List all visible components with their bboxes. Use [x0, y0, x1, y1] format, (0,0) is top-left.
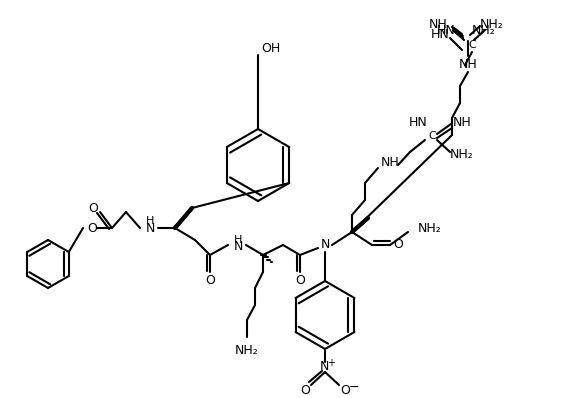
Text: O: O — [87, 222, 97, 234]
Text: HN: HN — [409, 115, 427, 129]
Text: NH₂: NH₂ — [480, 18, 504, 31]
Text: O: O — [205, 273, 215, 287]
Text: O: O — [295, 273, 305, 287]
Text: H: H — [234, 235, 242, 245]
Text: NH: NH — [381, 156, 399, 168]
Text: NH: NH — [453, 117, 471, 129]
Text: NH: NH — [428, 18, 447, 31]
Text: NH: NH — [459, 57, 477, 70]
Text: NH₂: NH₂ — [418, 222, 442, 234]
Text: N: N — [146, 222, 155, 234]
Text: +: + — [327, 358, 335, 368]
Text: NH₂: NH₂ — [472, 23, 496, 37]
Text: C: C — [468, 40, 476, 50]
Text: O: O — [88, 201, 98, 215]
Text: HN: HN — [436, 23, 455, 37]
Text: NH₂: NH₂ — [450, 148, 474, 162]
Text: −: − — [349, 380, 359, 394]
Text: NH₂: NH₂ — [235, 343, 259, 357]
Text: N: N — [233, 240, 243, 254]
Text: HN: HN — [431, 29, 450, 41]
Text: OH: OH — [261, 41, 281, 55]
Text: H: H — [146, 216, 154, 226]
Text: C: C — [428, 131, 436, 141]
Text: O: O — [300, 384, 310, 398]
Text: N: N — [320, 238, 329, 252]
Text: O: O — [340, 384, 350, 398]
Text: N: N — [320, 361, 329, 373]
Text: O: O — [393, 238, 403, 252]
